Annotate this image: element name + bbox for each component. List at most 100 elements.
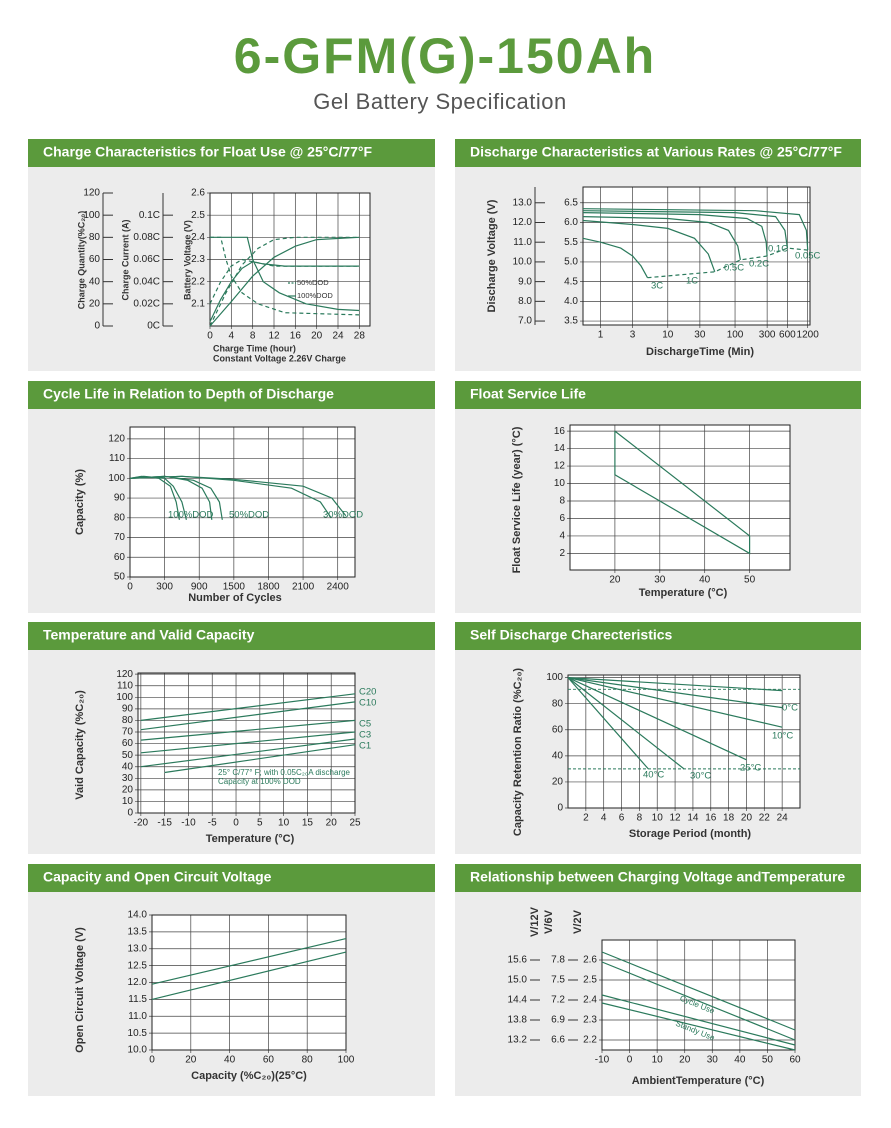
y-tick-label: 0 xyxy=(557,803,563,814)
y-tick-label: 8 xyxy=(559,496,565,507)
series-line xyxy=(129,475,187,520)
y-tick-label: 13.5 xyxy=(128,927,148,938)
axis-title: AmbientTemperature (°C) xyxy=(632,1075,765,1087)
plot-area xyxy=(570,425,790,570)
series-line xyxy=(210,236,360,312)
series-label: C10 xyxy=(359,698,376,709)
y-tick-label: 6.0 xyxy=(564,217,578,228)
axis-title: Temperature (°C) xyxy=(206,833,295,845)
y-tick-label: 3.5 xyxy=(564,316,578,327)
series-label: 25°C xyxy=(740,763,761,774)
axis-title: V/6V xyxy=(543,909,555,934)
plot-frame xyxy=(129,426,356,578)
x-tick-label: 8 xyxy=(637,813,643,824)
y-tick-label: 100 xyxy=(116,692,133,703)
x-tick-label: 24 xyxy=(332,331,344,342)
series-line xyxy=(129,475,347,517)
plot-area xyxy=(130,427,355,577)
y-tick-label: 2.1 xyxy=(191,298,205,309)
y2-tick-label: 0.1C xyxy=(139,210,160,221)
y-tick-label: 12 xyxy=(554,461,566,472)
panel-title: Charge Characteristics for Float Use @ 2… xyxy=(43,144,373,160)
x-tick-label: -5 xyxy=(208,818,217,829)
series-line xyxy=(567,677,649,770)
x-tick-label: 300 xyxy=(759,330,776,341)
series-line xyxy=(601,951,796,1031)
series-line xyxy=(582,237,649,278)
panel-header xyxy=(455,622,861,650)
x-tick-label: 100 xyxy=(727,330,744,341)
axis-title: Charge Time (hour) xyxy=(213,343,296,353)
x-tick-label: 4 xyxy=(229,331,235,342)
y3-tick-label: 13.8 xyxy=(508,1015,528,1026)
y-tick-label: 2.4 xyxy=(191,232,205,243)
page-subtitle: Gel Battery Specification xyxy=(313,89,566,114)
y2-tick-label: 7.0 xyxy=(518,316,532,327)
y-tick-label: 2.2 xyxy=(191,276,205,287)
series-line xyxy=(151,951,347,1000)
y-tick-label: 20 xyxy=(122,785,134,796)
y2-tick-label: 9.0 xyxy=(518,276,532,287)
x-tick-label: 28 xyxy=(354,331,366,342)
series-label: 0°C xyxy=(782,703,798,714)
plot-frame xyxy=(567,674,801,809)
plot-frame xyxy=(569,424,791,571)
axis-title: Open Circuit Voltage (V) xyxy=(74,927,86,1053)
series-label: 30°C xyxy=(690,771,711,782)
x-tick-label: 18 xyxy=(723,813,735,824)
page-title: 6-GFM(G)-150Ah xyxy=(234,28,656,84)
y-tick-label: 80 xyxy=(114,512,126,523)
y-tick-label: 10.5 xyxy=(128,1028,148,1039)
x-tick-label: 6 xyxy=(619,813,625,824)
y-tick-label: 2.5 xyxy=(191,210,205,221)
panel-header xyxy=(28,864,435,892)
series-line xyxy=(151,938,347,985)
y-tick-label: 110 xyxy=(117,680,133,691)
axis-title: DischargeTime (Min) xyxy=(646,346,754,358)
x-tick-label: 15 xyxy=(302,818,314,829)
y2-tick-label: 0.06C xyxy=(133,254,160,265)
series-line xyxy=(614,430,751,555)
y-tick-label: 4.0 xyxy=(564,296,578,307)
plot-frame xyxy=(582,186,811,326)
x-tick-label: 10 xyxy=(652,1055,664,1066)
y-tick-label: 90 xyxy=(114,493,126,504)
y-tick-label: 60 xyxy=(552,724,564,735)
x-tick-label: 1800 xyxy=(257,582,280,593)
y-tick-label: 6.5 xyxy=(564,197,578,208)
axis-title: Number of Cycles xyxy=(188,592,282,604)
axis-title: Float Service Life (year) (°C) xyxy=(511,426,523,573)
y3-tick-label: 14.4 xyxy=(508,995,528,1006)
x-tick-label: 14 xyxy=(687,813,699,824)
y-tick-label: 70 xyxy=(114,532,126,543)
axis-title: Capacity (%C₂₀)(25°C) xyxy=(191,1070,307,1082)
y-tick-label: 11.0 xyxy=(128,1011,147,1022)
y2-tick-label: 12.0 xyxy=(513,217,533,228)
series-line xyxy=(140,693,356,721)
y-tick-label: 2.3 xyxy=(583,1015,597,1026)
series-line xyxy=(140,731,356,754)
x-tick-label: 100 xyxy=(338,1055,355,1066)
series-label: 0.1C xyxy=(768,244,788,255)
plot-area xyxy=(568,675,800,808)
y-tick-label: 2.4 xyxy=(583,995,597,1006)
y-tick-label: 2.2 xyxy=(583,1035,597,1046)
series-line xyxy=(601,994,796,1046)
series-line xyxy=(164,744,356,774)
y2-tick-label: 0.04C xyxy=(133,276,160,287)
x-tick-label: 1 xyxy=(598,330,604,341)
x-tick-label: 2 xyxy=(583,813,589,824)
y3-tick-label: 40 xyxy=(89,276,101,287)
axis-title: Storage Period (month) xyxy=(629,828,752,840)
series-line xyxy=(209,236,360,327)
x-tick-label: 0 xyxy=(127,582,133,593)
x-tick-label: 2100 xyxy=(292,582,315,593)
panel-title: Capacity and Open Circuit Voltage xyxy=(43,869,272,885)
x-tick-label: 2400 xyxy=(327,582,350,593)
x-tick-label: 20 xyxy=(326,818,338,829)
x-tick-label: 60 xyxy=(263,1055,275,1066)
x-tick-label: -15 xyxy=(157,818,172,829)
y3-tick-label: 13.2 xyxy=(508,1035,528,1046)
series-line xyxy=(567,677,783,692)
y-tick-label: 5.0 xyxy=(564,257,578,268)
